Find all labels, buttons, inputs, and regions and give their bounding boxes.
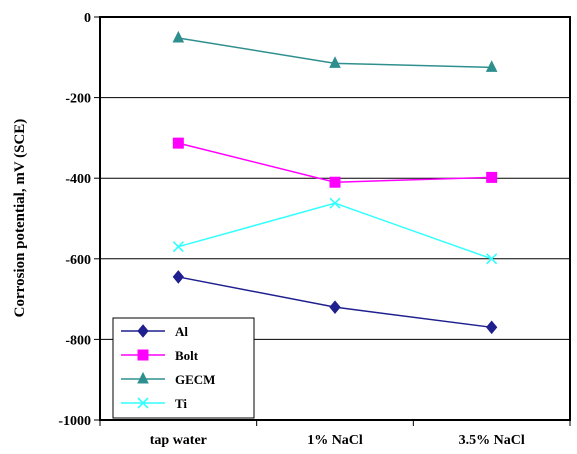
data-point xyxy=(329,197,341,209)
legend-item: Ti xyxy=(121,396,187,411)
data-point xyxy=(137,324,149,338)
y-tick-labels: 0 -200 -400 -600 -800 -1000 xyxy=(58,11,91,429)
data-point xyxy=(486,171,498,183)
data-point xyxy=(486,253,498,265)
axes xyxy=(99,16,571,421)
series-bolt xyxy=(172,137,498,188)
legend-item: Bolt xyxy=(121,348,199,363)
data-point xyxy=(329,300,341,314)
x-tick-label: 3.5% NaCl xyxy=(459,433,525,448)
legend-box xyxy=(112,317,255,419)
data-point xyxy=(486,320,498,335)
series xyxy=(172,30,498,335)
data-point xyxy=(137,397,149,409)
data-point xyxy=(172,137,184,149)
data-point xyxy=(172,30,185,43)
data-point xyxy=(485,60,498,72)
legend-label: GECM xyxy=(175,372,215,387)
y-axis-title: Corrosion potential, mV (SCE) xyxy=(12,119,28,318)
y-tick-label: -600 xyxy=(65,253,91,268)
series-ti xyxy=(172,197,498,265)
legend-item: GECM xyxy=(121,371,215,387)
legend-item: Al xyxy=(121,324,188,339)
plot-frame xyxy=(99,16,571,421)
x-tick-labels: tap water 1% NaCl 3.5% NaCl xyxy=(99,420,571,448)
x-tick-label: 1% NaCl xyxy=(307,433,363,448)
y-tick-label: 0 xyxy=(84,11,91,26)
series-al xyxy=(172,270,498,335)
data-point xyxy=(137,349,149,361)
data-point xyxy=(329,56,341,68)
y-tick-label: -800 xyxy=(65,333,91,348)
series-line xyxy=(178,142,492,183)
series-line xyxy=(178,202,492,260)
data-point xyxy=(172,241,184,253)
legend-label: Ti xyxy=(175,396,187,411)
x-tick-label: tap water xyxy=(150,433,207,448)
legend-label: Al xyxy=(175,324,188,339)
y-tick-label: -1000 xyxy=(58,414,91,429)
series-gecm xyxy=(172,30,498,72)
y-tick-label: -200 xyxy=(65,92,91,107)
data-point xyxy=(172,270,184,284)
y-tick-label: -400 xyxy=(65,172,91,187)
data-point xyxy=(137,371,149,384)
legend-label: Bolt xyxy=(175,348,199,363)
legend: Al Bolt GECM Ti xyxy=(112,317,255,419)
data-point xyxy=(329,176,341,188)
